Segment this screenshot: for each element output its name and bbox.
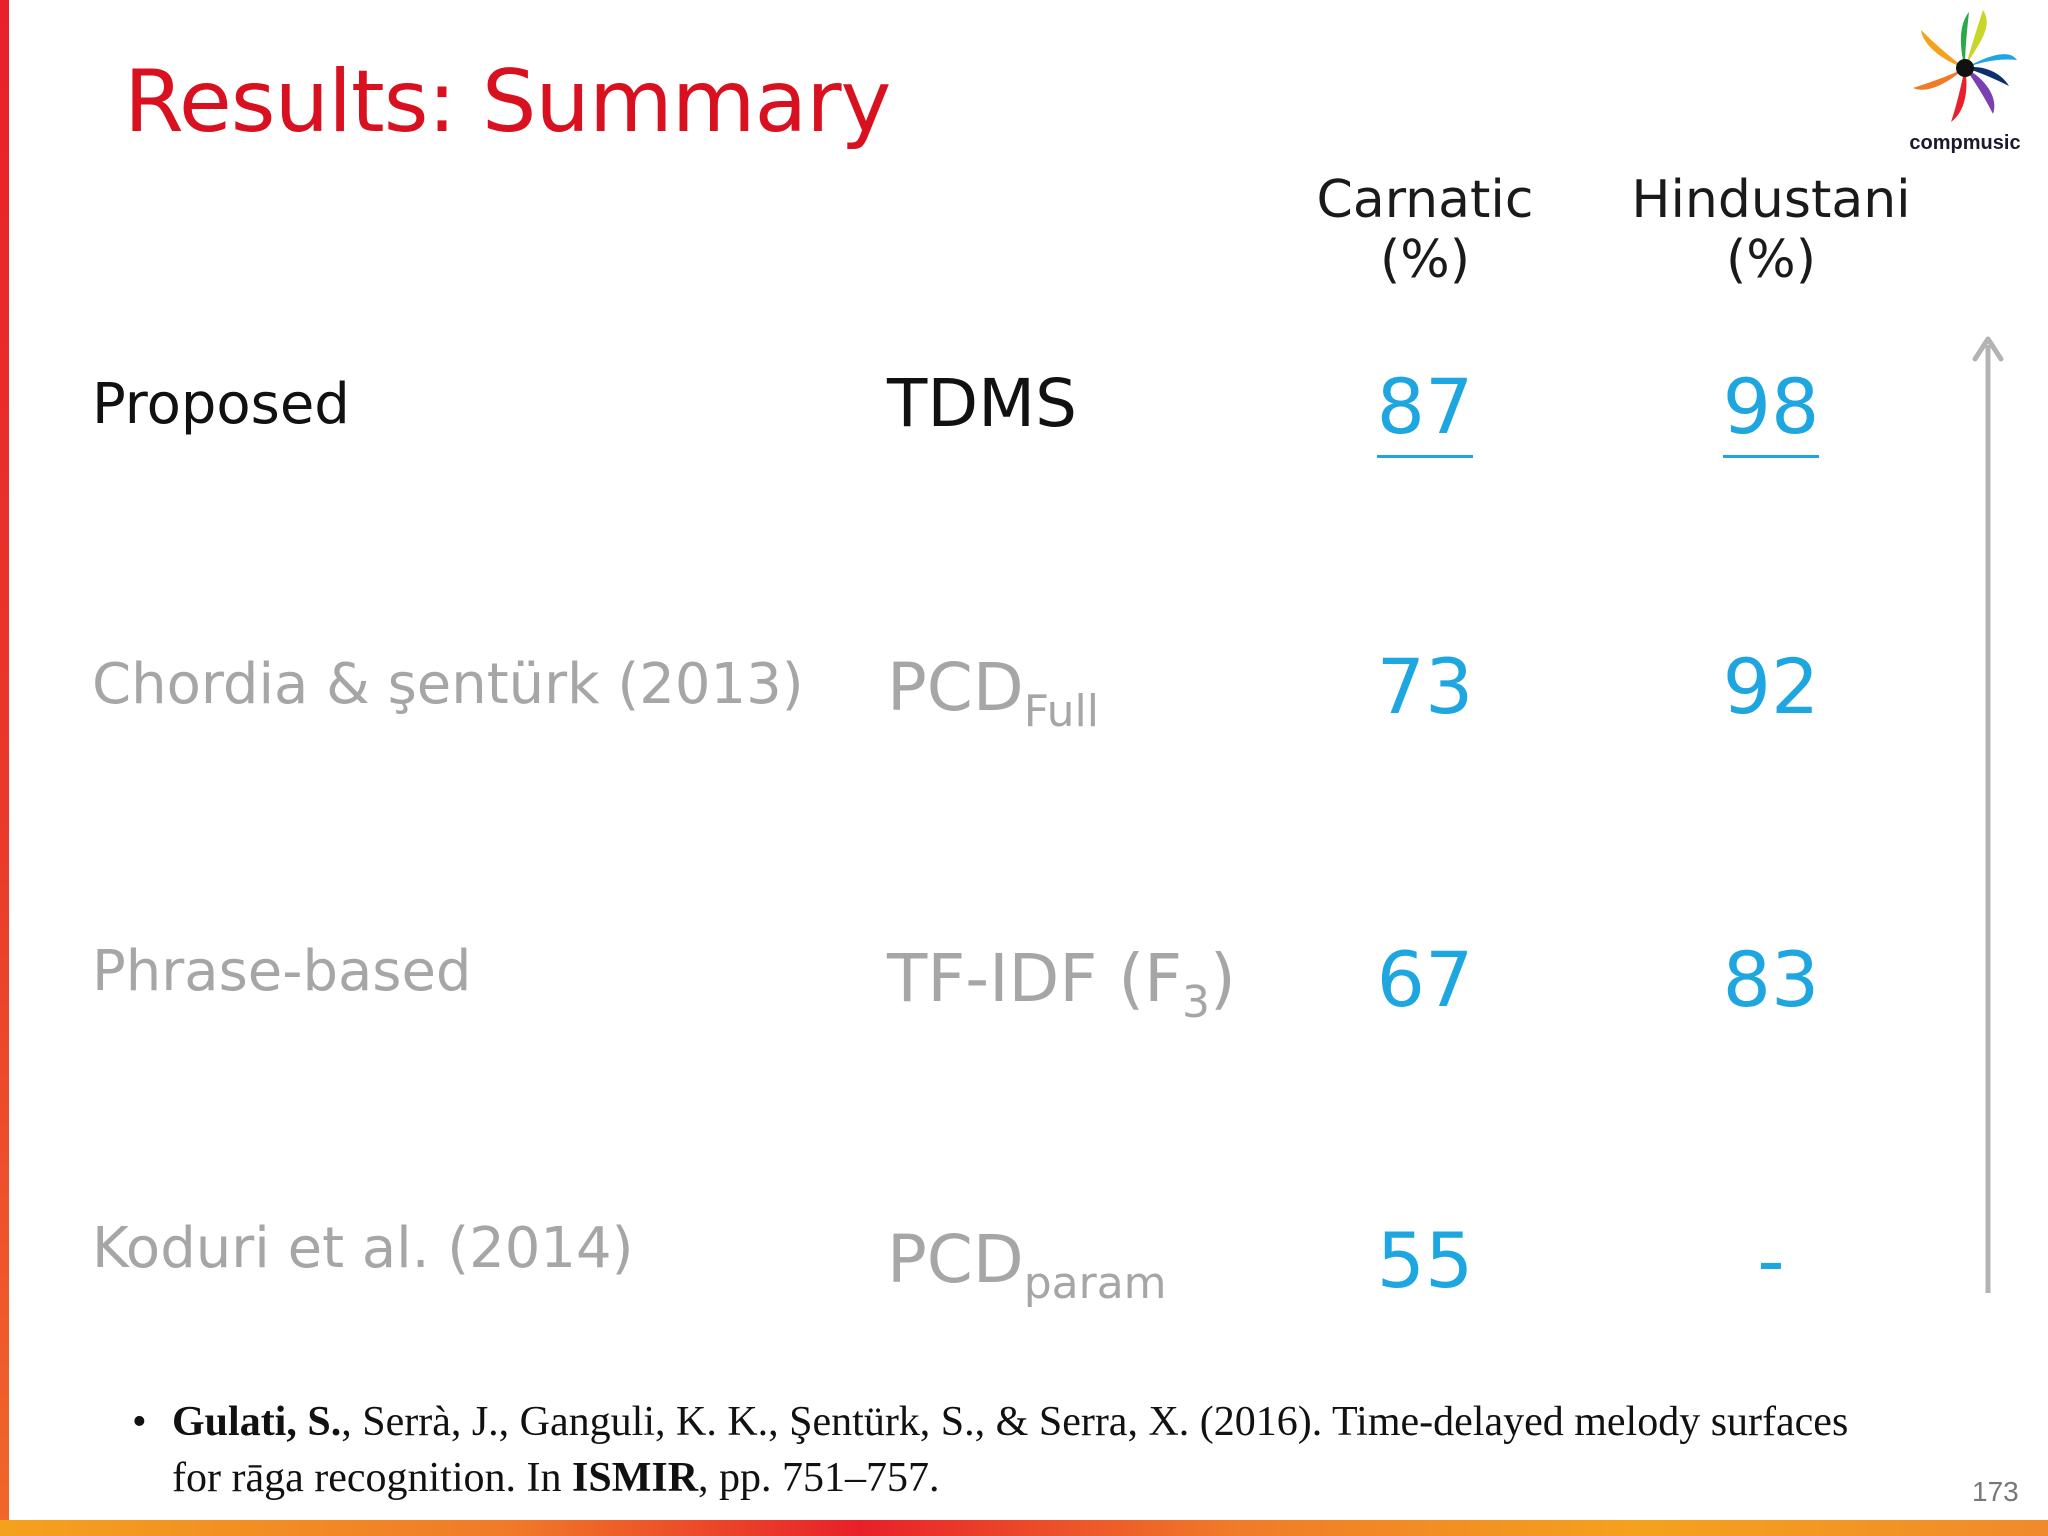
- results-row-proposed: Proposed TDMS 87 98: [0, 362, 2048, 470]
- citation-reference: • Gulati, S., Serrà, J., Ganguli, K. K.,…: [132, 1394, 1872, 1506]
- carnatic-value: 55: [1376, 1216, 1474, 1305]
- method-name: Chordia & şentürk (2013): [92, 652, 804, 717]
- carnatic-label: Carnatic: [1316, 170, 1534, 230]
- bottom-accent-bar: [0, 1520, 2048, 1536]
- results-row-chordia: Chordia & şentürk (2013) PCDFull 73 92: [0, 642, 2048, 750]
- citation-text: Gulati, S., Serrà, J., Ganguli, K. K., Ş…: [172, 1399, 1849, 1501]
- ranking-up-arrow-icon: [1972, 336, 2004, 1293]
- carnatic-value: 73: [1376, 642, 1474, 731]
- slide-title: Results: Summary: [124, 52, 891, 152]
- carnatic-unit: (%): [1380, 230, 1470, 290]
- hindustani-value: 92: [1722, 642, 1820, 731]
- hindustani-label: Hindustani: [1631, 170, 1911, 230]
- bullet: •: [132, 1399, 147, 1445]
- column-header-carnatic: Carnatic (%): [1275, 170, 1575, 290]
- feature-name: PCDparam: [887, 1221, 1167, 1309]
- results-row-phrase-based: Phrase-based TF-IDF (F3) 67 83: [0, 935, 2048, 1037]
- compmusic-logo: compmusic: [1895, 8, 2035, 156]
- feature-name: TDMS: [887, 365, 1077, 442]
- carnatic-value: 87: [1325, 362, 1525, 458]
- compmusic-swirl-icon: [1913, 10, 2017, 122]
- hindustani-value: -: [1757, 1216, 1785, 1305]
- logo-text: compmusic: [1909, 132, 2021, 154]
- method-name: Proposed: [92, 372, 350, 437]
- carnatic-value: 67: [1376, 935, 1474, 1024]
- method-name: Phrase-based: [92, 939, 472, 1004]
- column-header-hindustani: Hindustani (%): [1621, 170, 1921, 290]
- page-number: 173: [1972, 1476, 2019, 1507]
- results-row-koduri: Koduri et al. (2014) PCDparam 55 -: [0, 1214, 2048, 1314]
- feature-name: PCDFull: [887, 649, 1099, 737]
- feature-name: TF-IDF (F3): [887, 940, 1236, 1028]
- hindustani-unit: (%): [1726, 230, 1816, 290]
- left-accent-bar: [0, 0, 9, 1536]
- method-name: Koduri et al. (2014): [92, 1216, 634, 1281]
- hindustani-value: 98: [1671, 362, 1871, 458]
- hindustani-value: 83: [1722, 935, 1820, 1024]
